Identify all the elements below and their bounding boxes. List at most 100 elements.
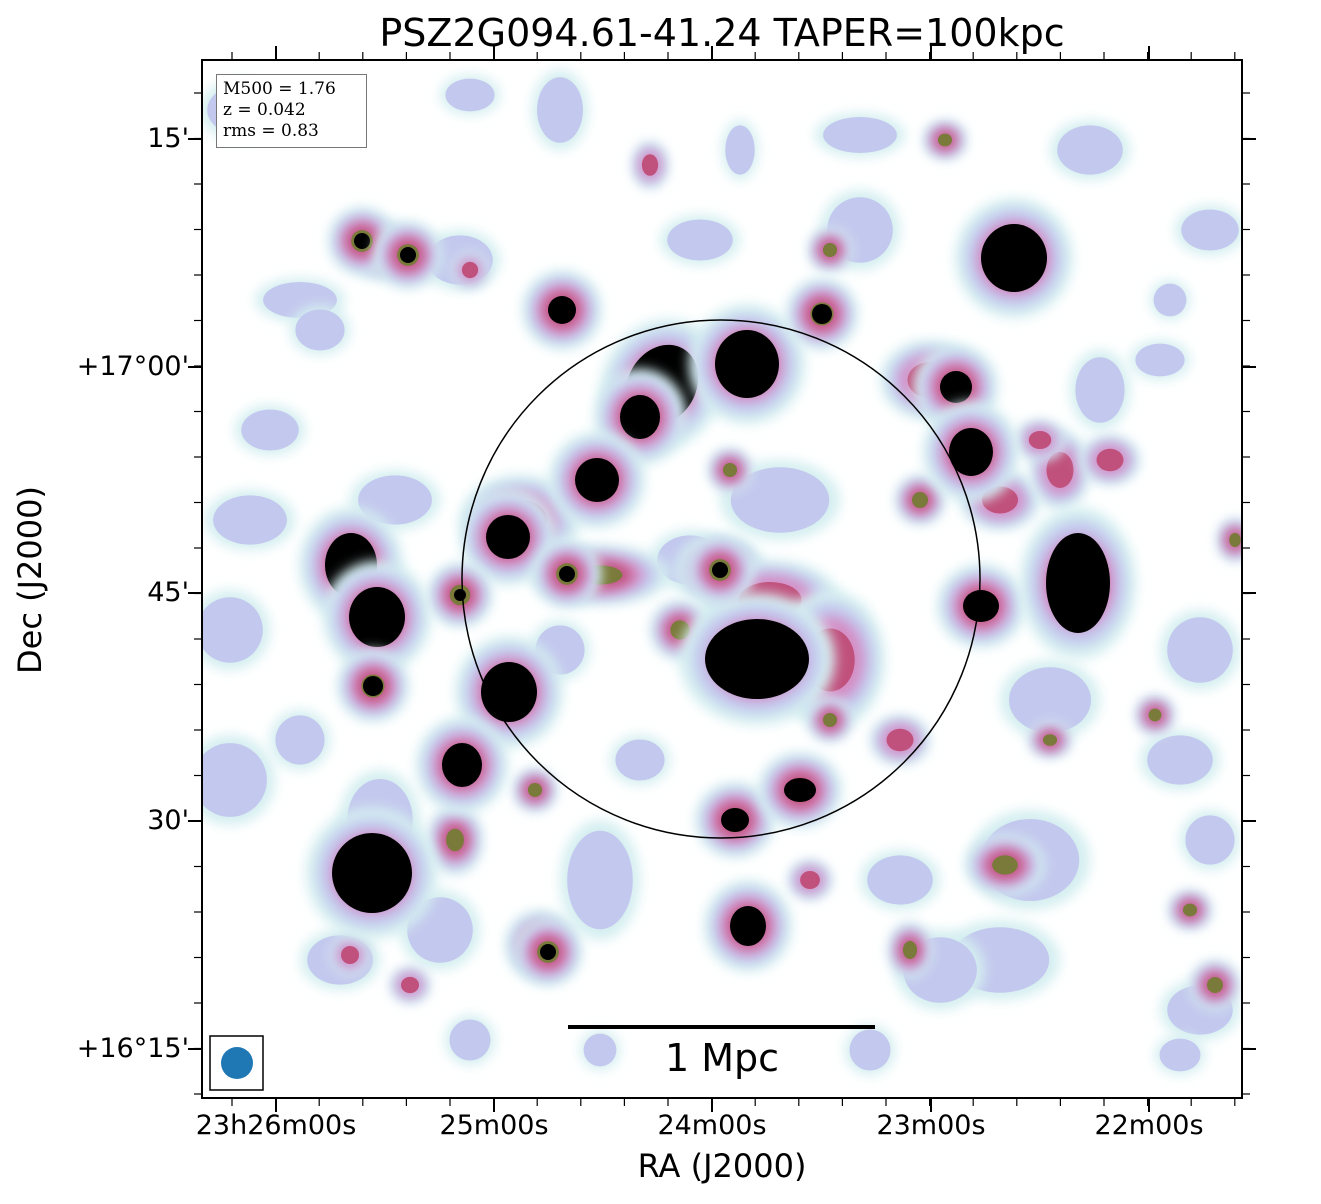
emission-core [559, 566, 575, 582]
emission-source [610, 735, 670, 785]
emission-source [808, 228, 852, 272]
emission-source [870, 715, 930, 765]
emission-source [720, 460, 840, 540]
emission-source [1175, 205, 1242, 255]
emission-source [1130, 340, 1190, 380]
emission-core [442, 743, 482, 787]
emission-source [895, 475, 945, 525]
emission-source [1160, 610, 1240, 690]
x-tick-label: 24m00s [657, 1110, 767, 1141]
x-tick-label: 22m00s [1094, 1110, 1204, 1141]
emission-source [845, 1025, 895, 1075]
cluster-info-box: M500 = 1.76 z = 0.042 rms = 0.83 [216, 74, 367, 148]
emission-source [1155, 1035, 1205, 1075]
emission-source [202, 735, 275, 825]
y-tick-label: 45' [147, 577, 189, 608]
emission-core [963, 590, 999, 622]
emission-source [1028, 722, 1072, 758]
emission-core [454, 589, 466, 601]
emission-source [390, 967, 430, 1003]
emission-source [427, 805, 483, 875]
emission-source [1070, 350, 1130, 430]
emission-core [715, 330, 779, 398]
y-tick-label: 15' [147, 123, 189, 154]
emission-source [290, 305, 350, 355]
y-tick-label: +17°00' [76, 351, 189, 382]
emission-core [705, 619, 809, 699]
emission-source [1180, 810, 1240, 870]
emission-source [923, 120, 967, 160]
figure-title: PSZ2G094.61-41.24 TAPER=100kpc [379, 11, 1065, 55]
x-axis-label: RA (J2000) [637, 1147, 807, 1185]
redshift-value: z = 0.042 [223, 100, 306, 120]
emission-source [1000, 660, 1100, 740]
emission-source [560, 820, 640, 940]
emission-core [481, 662, 537, 722]
emission-source [660, 215, 740, 265]
emission-source [888, 922, 932, 978]
beam-ellipse [221, 1047, 253, 1079]
emission-source [1217, 518, 1242, 562]
emission-source [445, 1015, 495, 1065]
emission-core [575, 458, 619, 502]
emission-core [540, 944, 556, 960]
emission-source [532, 70, 588, 150]
emission-source [815, 113, 905, 157]
emission-source [1190, 960, 1240, 1010]
y-tick-label: 30' [147, 805, 189, 836]
emission-source [452, 252, 488, 288]
emission-core [486, 515, 530, 559]
emission-source [860, 850, 940, 910]
emission-core [400, 247, 416, 263]
y-tick-label: +16°15' [76, 1033, 189, 1064]
emission-core [981, 224, 1047, 292]
emission-core [548, 296, 576, 324]
emission-source [440, 75, 500, 115]
axis-ticks [188, 46, 1256, 1112]
plot-frame [201, 59, 1243, 1099]
emission-source [965, 835, 1045, 895]
emission-core [620, 395, 660, 439]
emission-source [808, 698, 852, 742]
emission-core [349, 587, 405, 647]
emission-source [1140, 730, 1220, 790]
emission-core [940, 371, 972, 403]
emission-core [730, 906, 766, 946]
x-tick-label: 25m00s [439, 1110, 549, 1141]
emission-core [354, 233, 370, 249]
emission-source [722, 120, 758, 180]
emission-core [949, 428, 993, 476]
emission-source [205, 490, 295, 550]
emission-source [428, 563, 492, 627]
radio-emission-layer [202, 70, 1242, 1075]
emission-core [721, 808, 749, 832]
rms-value: rms = 0.83 [223, 121, 319, 141]
emission-source [788, 860, 832, 900]
emission-core [1046, 533, 1110, 633]
emission-source [632, 141, 668, 189]
emission-core [363, 676, 383, 696]
emission-source [1150, 280, 1190, 320]
emission-source [513, 768, 557, 812]
r500-circle [461, 319, 981, 839]
emission-source [202, 590, 270, 670]
emission-source [1168, 890, 1212, 930]
emission-source [580, 1030, 620, 1070]
emission-source [1015, 420, 1065, 460]
emission-core [712, 562, 728, 578]
m500-value: M500 = 1.76 [223, 79, 336, 99]
y-axis-label: Dec (J2000) [11, 486, 49, 674]
emission-core [812, 304, 832, 324]
emission-source [1135, 695, 1175, 735]
emission-source [235, 405, 305, 455]
emission-source [1050, 120, 1130, 180]
x-tick-label: 23m00s [876, 1110, 986, 1141]
x-tick-label: 23h26m00s [195, 1110, 357, 1141]
emission-source [270, 710, 330, 770]
emission-core [784, 778, 816, 802]
emission-source [330, 935, 370, 975]
emission-core [332, 833, 412, 913]
emission-source [708, 448, 752, 492]
